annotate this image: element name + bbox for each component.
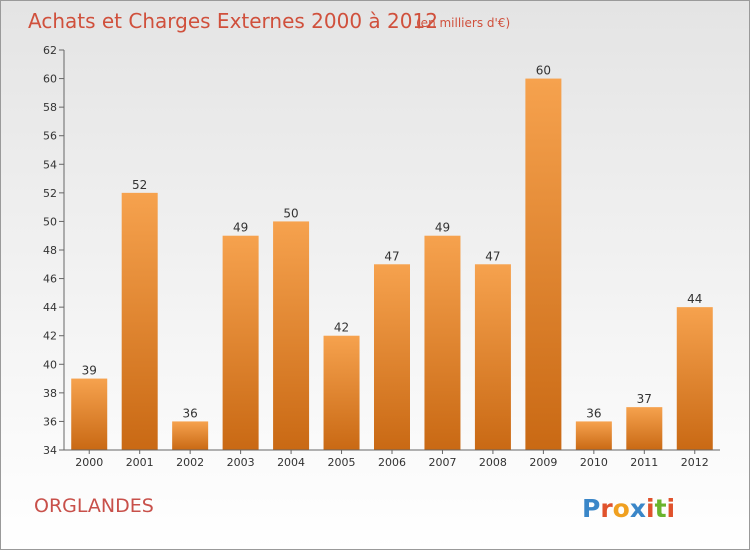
- value-label-2001: 52: [132, 178, 147, 192]
- chart-subtitle: (en milliers d'€): [416, 16, 510, 30]
- y-tick-label: 58: [43, 101, 57, 114]
- x-axis: 2000 2001 2002 2003 2004 2005 2006 2007 2008 2009…: [64, 449, 720, 469]
- y-tick-label: 44: [43, 301, 57, 314]
- x-tick-label-2002: 2002: [176, 456, 204, 469]
- x-tick-label-2010: 2010: [580, 456, 608, 469]
- y-tick-label: 50: [43, 215, 57, 228]
- value-label-2003: 49: [233, 221, 248, 235]
- value-label-2000: 39: [82, 364, 97, 378]
- value-label-2009: 60: [536, 64, 551, 78]
- proxiti-logo: Proxiti: [582, 494, 675, 523]
- x-tick-label-2009: 2009: [529, 456, 557, 469]
- bar-2004: [273, 221, 310, 450]
- commune-name: ORGLANDES: [34, 495, 154, 517]
- value-label-2007: 49: [435, 221, 450, 235]
- bar-2002: [172, 421, 209, 450]
- y-tick-label: 56: [43, 130, 57, 143]
- bar-2011: [626, 407, 663, 450]
- y-tick-label: 42: [43, 330, 57, 343]
- x-tick-label-2012: 2012: [681, 456, 709, 469]
- bar-2010: [575, 421, 612, 450]
- y-tick-label: 52: [43, 187, 57, 200]
- y-tick-label: 60: [43, 73, 57, 86]
- bar-2006: [374, 264, 410, 450]
- bar-2001: [121, 192, 158, 450]
- y-tick-label: 54: [43, 158, 57, 171]
- y-tick-label: 34: [43, 444, 57, 457]
- bars-group: 39 52 36 49 50 42 47 49 47 60 36 37 44: [71, 64, 713, 451]
- value-label-2005: 42: [334, 321, 349, 335]
- x-tick-label-2000: 2000: [75, 456, 103, 469]
- y-tick-label: 38: [43, 387, 57, 400]
- x-tick-label-2005: 2005: [328, 456, 356, 469]
- value-label-2006: 47: [384, 249, 399, 263]
- value-label-2008: 47: [485, 249, 500, 263]
- x-tick-label-2003: 2003: [227, 456, 255, 469]
- y-tick-label: 62: [43, 44, 57, 57]
- chart-title: Achats et Charges Externes 2000 à 2012: [28, 9, 438, 33]
- value-label-2012: 44: [687, 292, 702, 306]
- x-tick-label-2007: 2007: [428, 456, 456, 469]
- bar-2000: [71, 378, 108, 450]
- x-tick-label-2006: 2006: [378, 456, 406, 469]
- bar-2005: [323, 335, 360, 450]
- bar-2009: [525, 78, 562, 451]
- bar-2007: [424, 235, 461, 450]
- y-tick-label: 48: [43, 244, 57, 257]
- x-tick-label-2001: 2001: [126, 456, 154, 469]
- value-label-2010: 36: [586, 406, 601, 420]
- value-label-2002: 36: [183, 406, 198, 420]
- value-label-2011: 37: [637, 392, 652, 406]
- y-tick-label: 40: [43, 358, 57, 371]
- bar-2012: [676, 307, 713, 450]
- bar-2003: [222, 235, 259, 450]
- y-tick-label: 46: [43, 273, 57, 286]
- value-label-2004: 50: [283, 206, 298, 220]
- y-axis: 34 36 38 40 42 44 46 48 50 52 54 56 58 60 62: [43, 44, 65, 457]
- x-tick-label-2004: 2004: [277, 456, 305, 469]
- x-tick-label-2008: 2008: [479, 456, 507, 469]
- y-tick-label: 36: [43, 415, 57, 428]
- bar-2008: [474, 264, 511, 450]
- x-tick-label-2011: 2011: [630, 456, 658, 469]
